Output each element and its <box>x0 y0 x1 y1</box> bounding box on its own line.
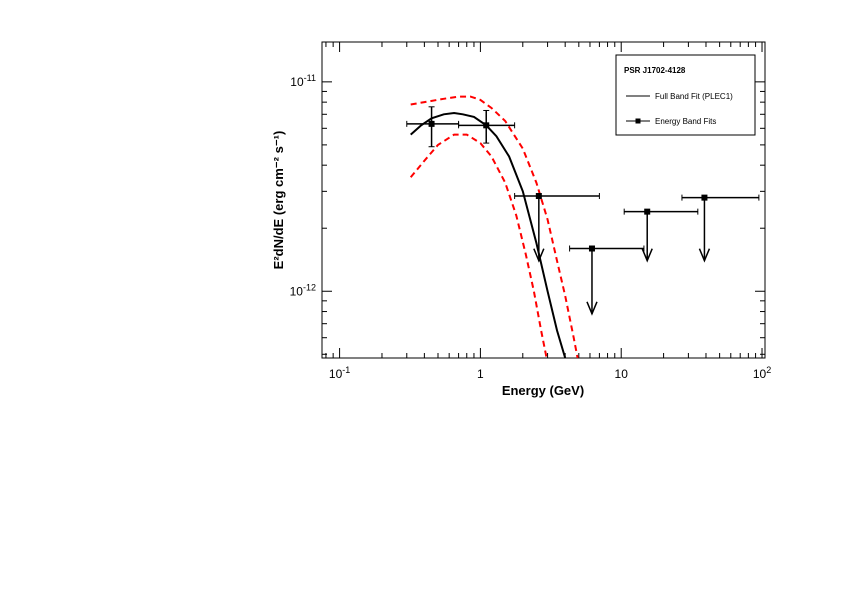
fit-curve <box>410 111 567 358</box>
data-point <box>483 122 490 129</box>
upper-limit-arrowhead <box>533 248 545 263</box>
x-axis-title: Energy (GeV) <box>502 383 584 398</box>
upper-limit-marker <box>588 245 595 252</box>
x-tick-label: 102 <box>753 365 771 381</box>
series-layer <box>406 95 760 358</box>
fit-band-curve <box>409 133 548 358</box>
data-point <box>428 120 435 127</box>
legend-title: PSR J1702-4128 <box>624 66 686 75</box>
plot-frame <box>321 41 766 359</box>
legend: PSR J1702-4128 Full Band Fit (PLEC1) Ene… <box>615 54 756 136</box>
y-tick-label: 10-11 <box>290 73 316 89</box>
legend-entry-energy-bands: Energy Band Fits <box>655 117 716 126</box>
y-axis-title: E²dN/dE (erg cm⁻² s⁻¹) <box>271 131 286 270</box>
fit-band-curve <box>410 95 579 358</box>
upper-limit-arrowhead <box>641 248 653 263</box>
y-tick-label: 10-12 <box>290 282 316 298</box>
x-tick-label: 10 <box>615 367 629 381</box>
axis-ticks <box>322 42 765 358</box>
upper-limit-marker <box>535 193 542 200</box>
upper-limit-marker <box>644 208 651 215</box>
upper-limit-arrowhead <box>586 301 598 316</box>
x-tick-label: 10-1 <box>329 365 350 381</box>
upper-limit-arrowhead <box>698 248 711 263</box>
upper-limit-marker <box>701 194 708 201</box>
legend-entry-full-band: Full Band Fit (PLEC1) <box>655 92 733 101</box>
x-tick-label: 1 <box>477 367 484 381</box>
legend-point-swatch-marker <box>635 118 641 124</box>
